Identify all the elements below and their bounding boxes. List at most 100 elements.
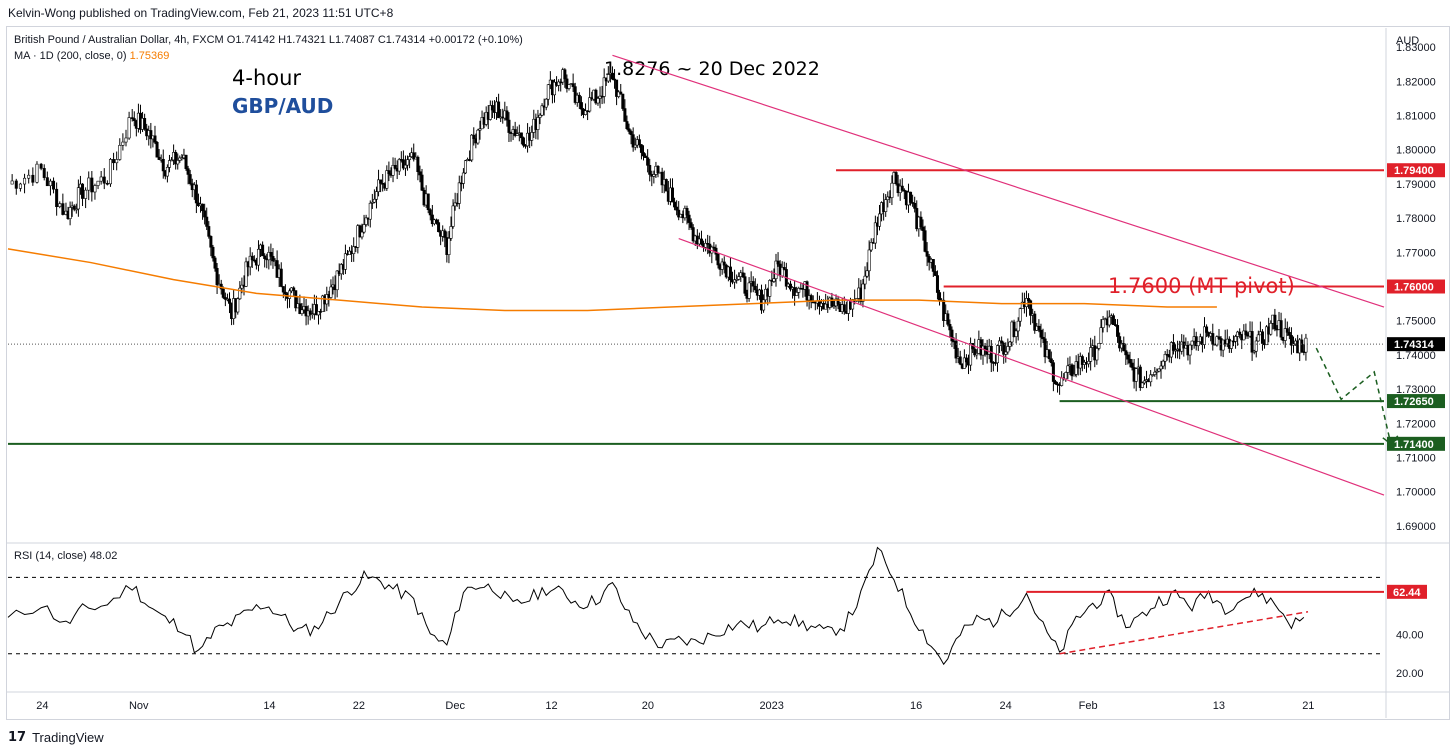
symbol-legend[interactable]: British Pound / Australian Dollar, 4h, F… <box>14 34 523 46</box>
candle-body <box>540 105 544 116</box>
candle-body <box>619 91 623 95</box>
candle-body <box>48 180 52 187</box>
footer[interactable]: 17 TradingView <box>8 730 104 745</box>
rsi-tag: 62.44 <box>1387 584 1427 599</box>
candle-body <box>294 290 298 309</box>
candle-body <box>557 81 561 86</box>
candle-body <box>497 101 501 119</box>
candle-body <box>93 185 97 193</box>
candle-body <box>1205 326 1209 333</box>
candle-body <box>426 193 430 211</box>
candle-body <box>1039 329 1043 338</box>
candle-body <box>884 199 888 212</box>
candle-body <box>72 205 76 210</box>
candle-body <box>507 119 511 133</box>
candle-body <box>958 356 962 365</box>
candle-body <box>664 179 668 192</box>
candle-body <box>453 202 457 207</box>
candle-body <box>782 267 786 270</box>
candle-body <box>1051 362 1055 382</box>
ma-legend[interactable]: MA · 1D (200, close, 0) 1.75369 <box>14 50 169 62</box>
projection-dashed-line <box>1315 347 1392 444</box>
price-tag-resistance: 1.76000 <box>1387 279 1445 294</box>
candle-body <box>625 121 629 130</box>
candle-body <box>1161 360 1165 367</box>
candle-body <box>45 177 49 187</box>
candle-body <box>1138 366 1142 388</box>
price-tag-label: 1.76000 <box>1394 282 1434 294</box>
rsi-legend[interactable]: RSI (14, close) 48.02 <box>14 550 117 562</box>
time-tick-label: 12 <box>545 700 557 712</box>
candle-body <box>950 329 954 342</box>
candle-body <box>397 159 401 172</box>
candle-body <box>1072 374 1076 377</box>
candle-body <box>900 185 904 191</box>
candle-body <box>735 279 739 281</box>
candle-body <box>1254 340 1258 352</box>
candle-body <box>205 216 209 227</box>
candle-body <box>488 105 492 120</box>
price-candles <box>10 66 1308 395</box>
candle-body <box>201 203 205 212</box>
candle-body <box>602 77 606 97</box>
candle-body <box>687 214 691 223</box>
candle-body <box>675 206 679 211</box>
candle-body <box>633 144 637 148</box>
candle-body <box>87 177 91 191</box>
candle-body <box>102 176 106 184</box>
candle-body <box>1006 346 1010 353</box>
candle-body <box>747 282 751 299</box>
time-tick-label: 22 <box>353 700 365 712</box>
candle-body <box>1190 340 1194 346</box>
candle-body <box>685 208 689 216</box>
publisher-line: Kelvin-Wong published on TradingView.com… <box>8 6 394 20</box>
candle-body <box>606 74 610 82</box>
candle-body <box>865 270 869 277</box>
price-tick-label: 1.72000 <box>1396 418 1436 430</box>
candle-body <box>387 170 391 175</box>
time-tick-label: Feb <box>1079 700 1098 712</box>
candle-body <box>360 231 364 238</box>
candle-body <box>935 275 939 293</box>
candle-body <box>1097 343 1101 349</box>
candle-body <box>261 244 265 257</box>
candle-body <box>1250 331 1254 353</box>
price-tick-label: 1.80000 <box>1396 145 1436 157</box>
candle-body <box>753 285 757 291</box>
candle-body <box>913 202 917 209</box>
rsi-tag-label: 62.44 <box>1393 587 1421 599</box>
pair-annotation: GBP/AUD <box>232 94 334 118</box>
candle-body <box>1089 347 1093 362</box>
price-tick-label: 1.70000 <box>1396 487 1436 499</box>
candle-body <box>23 177 27 185</box>
candle-body <box>1122 343 1126 351</box>
time-tick-label: 24 <box>999 700 1011 712</box>
candle-body <box>403 164 407 169</box>
candle-body <box>648 165 652 175</box>
candle-body <box>207 226 211 237</box>
candle-body <box>269 252 273 257</box>
candle-body <box>430 214 434 225</box>
candle-body <box>143 118 147 130</box>
candle-body <box>377 179 381 192</box>
price-tick-label: 1.74000 <box>1396 350 1436 362</box>
candle-body <box>1287 332 1291 336</box>
candle-body <box>1066 365 1070 373</box>
candle-body <box>919 216 923 228</box>
price-tick-label: 1.83000 <box>1396 42 1436 54</box>
candle-body <box>1134 368 1138 382</box>
candle-body <box>1047 349 1051 360</box>
candle-body <box>223 297 227 300</box>
candle-body <box>176 160 180 165</box>
price-tag-last: 1.74314 <box>1387 337 1445 352</box>
candle-body <box>443 230 447 238</box>
candle-body <box>1033 313 1037 331</box>
candle-body <box>677 209 681 218</box>
candle-body <box>42 168 46 178</box>
candle-body <box>563 69 567 80</box>
candle-body <box>714 247 718 255</box>
candle-body <box>737 276 741 280</box>
candle-body <box>836 298 840 305</box>
candle-body <box>457 182 461 204</box>
